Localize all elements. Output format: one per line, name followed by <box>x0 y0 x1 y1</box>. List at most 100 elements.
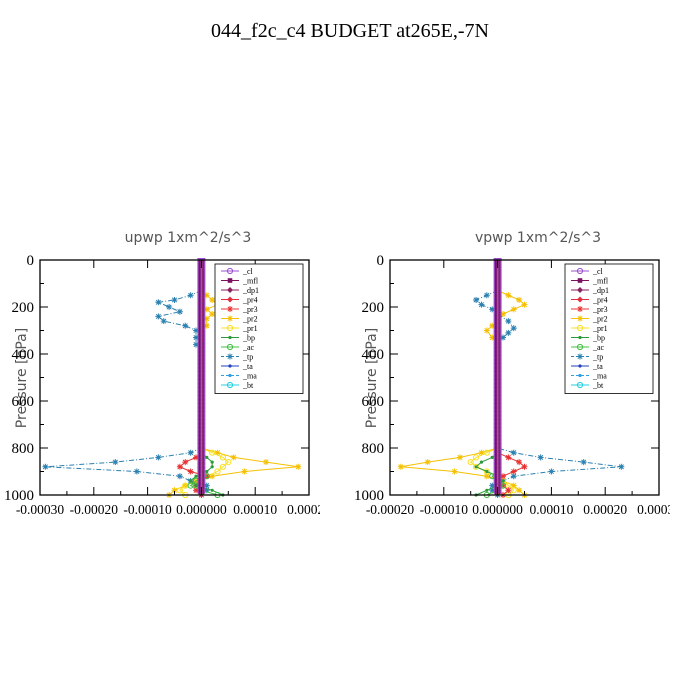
data-point-pr1 <box>176 487 183 494</box>
data-point-cl <box>197 465 206 470</box>
data-point-cl <box>197 277 206 282</box>
x-tick-label: 0.00030 <box>637 502 670 517</box>
legend-marker-pr2 <box>227 315 233 322</box>
data-point-cl <box>197 457 206 462</box>
data-point-tp <box>548 468 555 475</box>
legend-marker-bt <box>576 381 584 389</box>
data-point-cl <box>197 381 206 386</box>
data-point-cl <box>493 409 502 414</box>
legend-label-ma: _ma <box>592 372 607 381</box>
data-point-tp <box>203 482 210 489</box>
data-point-pr1 <box>467 459 474 466</box>
data-point-cl <box>197 393 206 398</box>
data-point-pr2 <box>516 487 523 494</box>
data-point-pr3 <box>510 468 517 475</box>
data-point-tp <box>203 487 210 494</box>
data-point-tp <box>193 327 200 334</box>
data-point-cl <box>493 317 502 322</box>
data-point-cl <box>197 377 206 382</box>
legend-label-pr3: _pr3 <box>592 305 608 314</box>
data-point-bp <box>205 469 209 474</box>
data-point-cl <box>493 337 502 342</box>
data-point-cl <box>493 389 502 394</box>
data-point-bp <box>210 460 214 464</box>
x-tick-label: -0.00010 <box>420 502 469 517</box>
y-tick-label: 200 <box>12 300 35 316</box>
legend-label-pr1: _pr1 <box>242 324 258 333</box>
legend-marker-cl <box>576 267 584 275</box>
data-point-bp <box>194 484 198 488</box>
data-point-bp <box>189 479 193 483</box>
y-tick-label: 600 <box>12 394 35 410</box>
x-tick-label: 0.00020 <box>287 502 320 517</box>
legend-label-pr4: _pr4 <box>592 296 608 305</box>
data-point-cl <box>493 457 502 462</box>
data-point-cl <box>493 297 502 302</box>
data-point-cl <box>493 469 502 474</box>
data-point-pr2 <box>203 292 210 299</box>
data-point-tp <box>580 459 587 466</box>
data-point-cl <box>493 405 502 410</box>
data-point-bp <box>474 465 478 469</box>
legend-marker-pr3 <box>227 306 233 312</box>
data-point-pr1 <box>225 459 232 466</box>
legend-marker-dp1 <box>577 287 583 293</box>
data-point-pr1 <box>483 449 490 456</box>
legend: _cl_mfl_dp1_pr4_pr3_pr2_pr1_bp_ac_tp_ta_… <box>214 263 304 394</box>
data-point-cl <box>197 293 206 298</box>
data-point-cl <box>197 329 206 334</box>
data-point-cl <box>493 465 502 470</box>
data-point-tp <box>160 318 167 325</box>
x-tick-label: 0.000000 <box>176 502 227 517</box>
data-point-cl <box>197 425 206 430</box>
data-point-cl <box>197 401 206 406</box>
data-point-bp <box>210 465 214 469</box>
data-point-bp <box>485 469 489 474</box>
data-point-cl <box>493 385 502 390</box>
y-tick-label: 400 <box>362 347 385 363</box>
x-tick-label: 0.00010 <box>529 502 573 517</box>
data-point-pr3 <box>187 468 194 475</box>
data-point-cl <box>197 441 206 446</box>
legend-label-cl: _cl <box>242 267 254 276</box>
legend-label-tp: _tp <box>242 353 253 362</box>
data-point-cl <box>197 413 206 418</box>
data-point-cl <box>493 273 502 278</box>
x-tick-label: -0.00020 <box>366 502 415 517</box>
x-tick-label: -0.00030 <box>16 502 65 517</box>
data-point-cl <box>493 349 502 354</box>
data-point-pr2 <box>510 306 517 313</box>
legend-label-bp: _bp <box>242 334 255 343</box>
legend-label-tp: _tp <box>592 353 603 362</box>
data-point-cl <box>493 401 502 406</box>
data-point-cl <box>493 313 502 318</box>
data-point-cl <box>197 353 206 358</box>
data-point-cl <box>493 437 502 442</box>
data-point-cl <box>197 313 206 318</box>
legend-label-bt: _bt <box>592 381 604 390</box>
legend-label-dp1: _dp1 <box>592 286 609 295</box>
data-point-cl <box>197 369 206 374</box>
legend-marker-ma <box>578 373 582 378</box>
data-point-pr2 <box>478 449 485 456</box>
data-point-cl <box>493 293 502 298</box>
legend-label-ac: _ac <box>592 343 605 352</box>
data-point-pr2 <box>171 487 178 494</box>
data-point-ac <box>187 482 194 489</box>
data-point-bp <box>194 474 198 478</box>
legend-marker-pr1 <box>576 324 584 332</box>
legend-marker-bp <box>578 335 582 340</box>
data-point-tp <box>618 463 625 470</box>
data-point-pr2 <box>209 311 216 318</box>
data-point-cl <box>197 421 206 426</box>
data-point-tp <box>489 487 496 494</box>
data-point-tp <box>187 449 194 456</box>
data-point-cl <box>197 389 206 394</box>
data-point-cl <box>493 381 502 386</box>
data-point-cl <box>493 361 502 366</box>
data-point-pr3 <box>176 463 183 470</box>
data-point-cl <box>197 445 206 450</box>
data-point-cl <box>493 353 502 358</box>
data-point-cl <box>493 369 502 374</box>
